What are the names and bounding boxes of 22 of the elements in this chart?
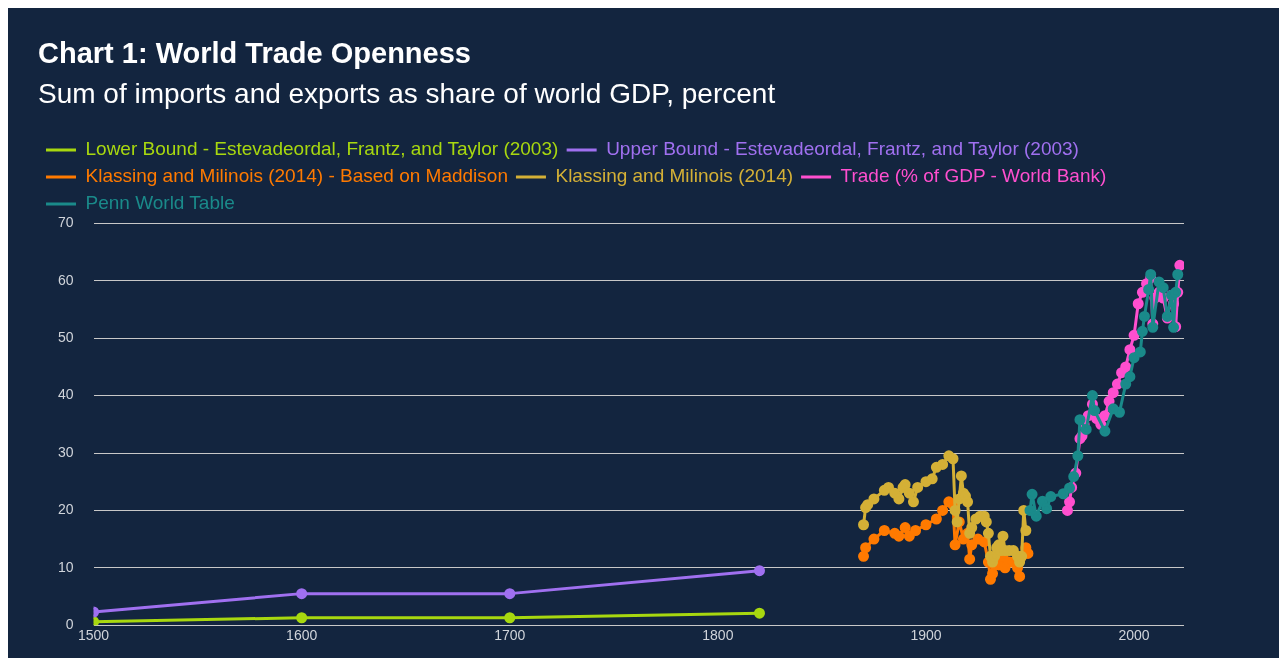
y-tick-label: 30 [57, 443, 74, 460]
y-tick-label: 70 [57, 214, 74, 231]
y-tick-label: 50 [57, 329, 74, 346]
x-tick-label: 1700 [494, 627, 526, 644]
legend-label: Klassing and Milinois (2014) - Based on Maddison [85, 165, 508, 187]
y-tick-label: 10 [57, 558, 74, 575]
legend-label: Upper Bound - Estevadeordal, Frantz, and Taylor (2003) [606, 138, 1079, 160]
y-tick-label: 0 [65, 616, 74, 633]
y-tick-label: 40 [57, 386, 74, 403]
y-tick-label: 20 [57, 501, 74, 518]
x-tick-label: 1600 [286, 627, 318, 644]
chart-subtitle: Sum of imports and exports as share of world GDP, percent [38, 78, 776, 110]
y-tick-label: 60 [57, 271, 74, 288]
legend-label: Klassing and Milinois (2014) [555, 165, 794, 187]
legend-label: Lower Bound - Estevadeordal, Frantz, and Taylor (2003) [85, 138, 559, 160]
legend-label: Trade (% of GDP - World Bank) [840, 165, 1107, 187]
chart-title: Chart 1: World Trade Openness [38, 37, 471, 70]
legend-label: Penn World Table [85, 192, 235, 214]
x-tick-label: 2000 [1118, 627, 1150, 644]
x-tick-label: 1500 [77, 627, 110, 644]
x-tick-label: 1800 [702, 627, 734, 644]
x-tick-label: 1900 [910, 627, 942, 644]
